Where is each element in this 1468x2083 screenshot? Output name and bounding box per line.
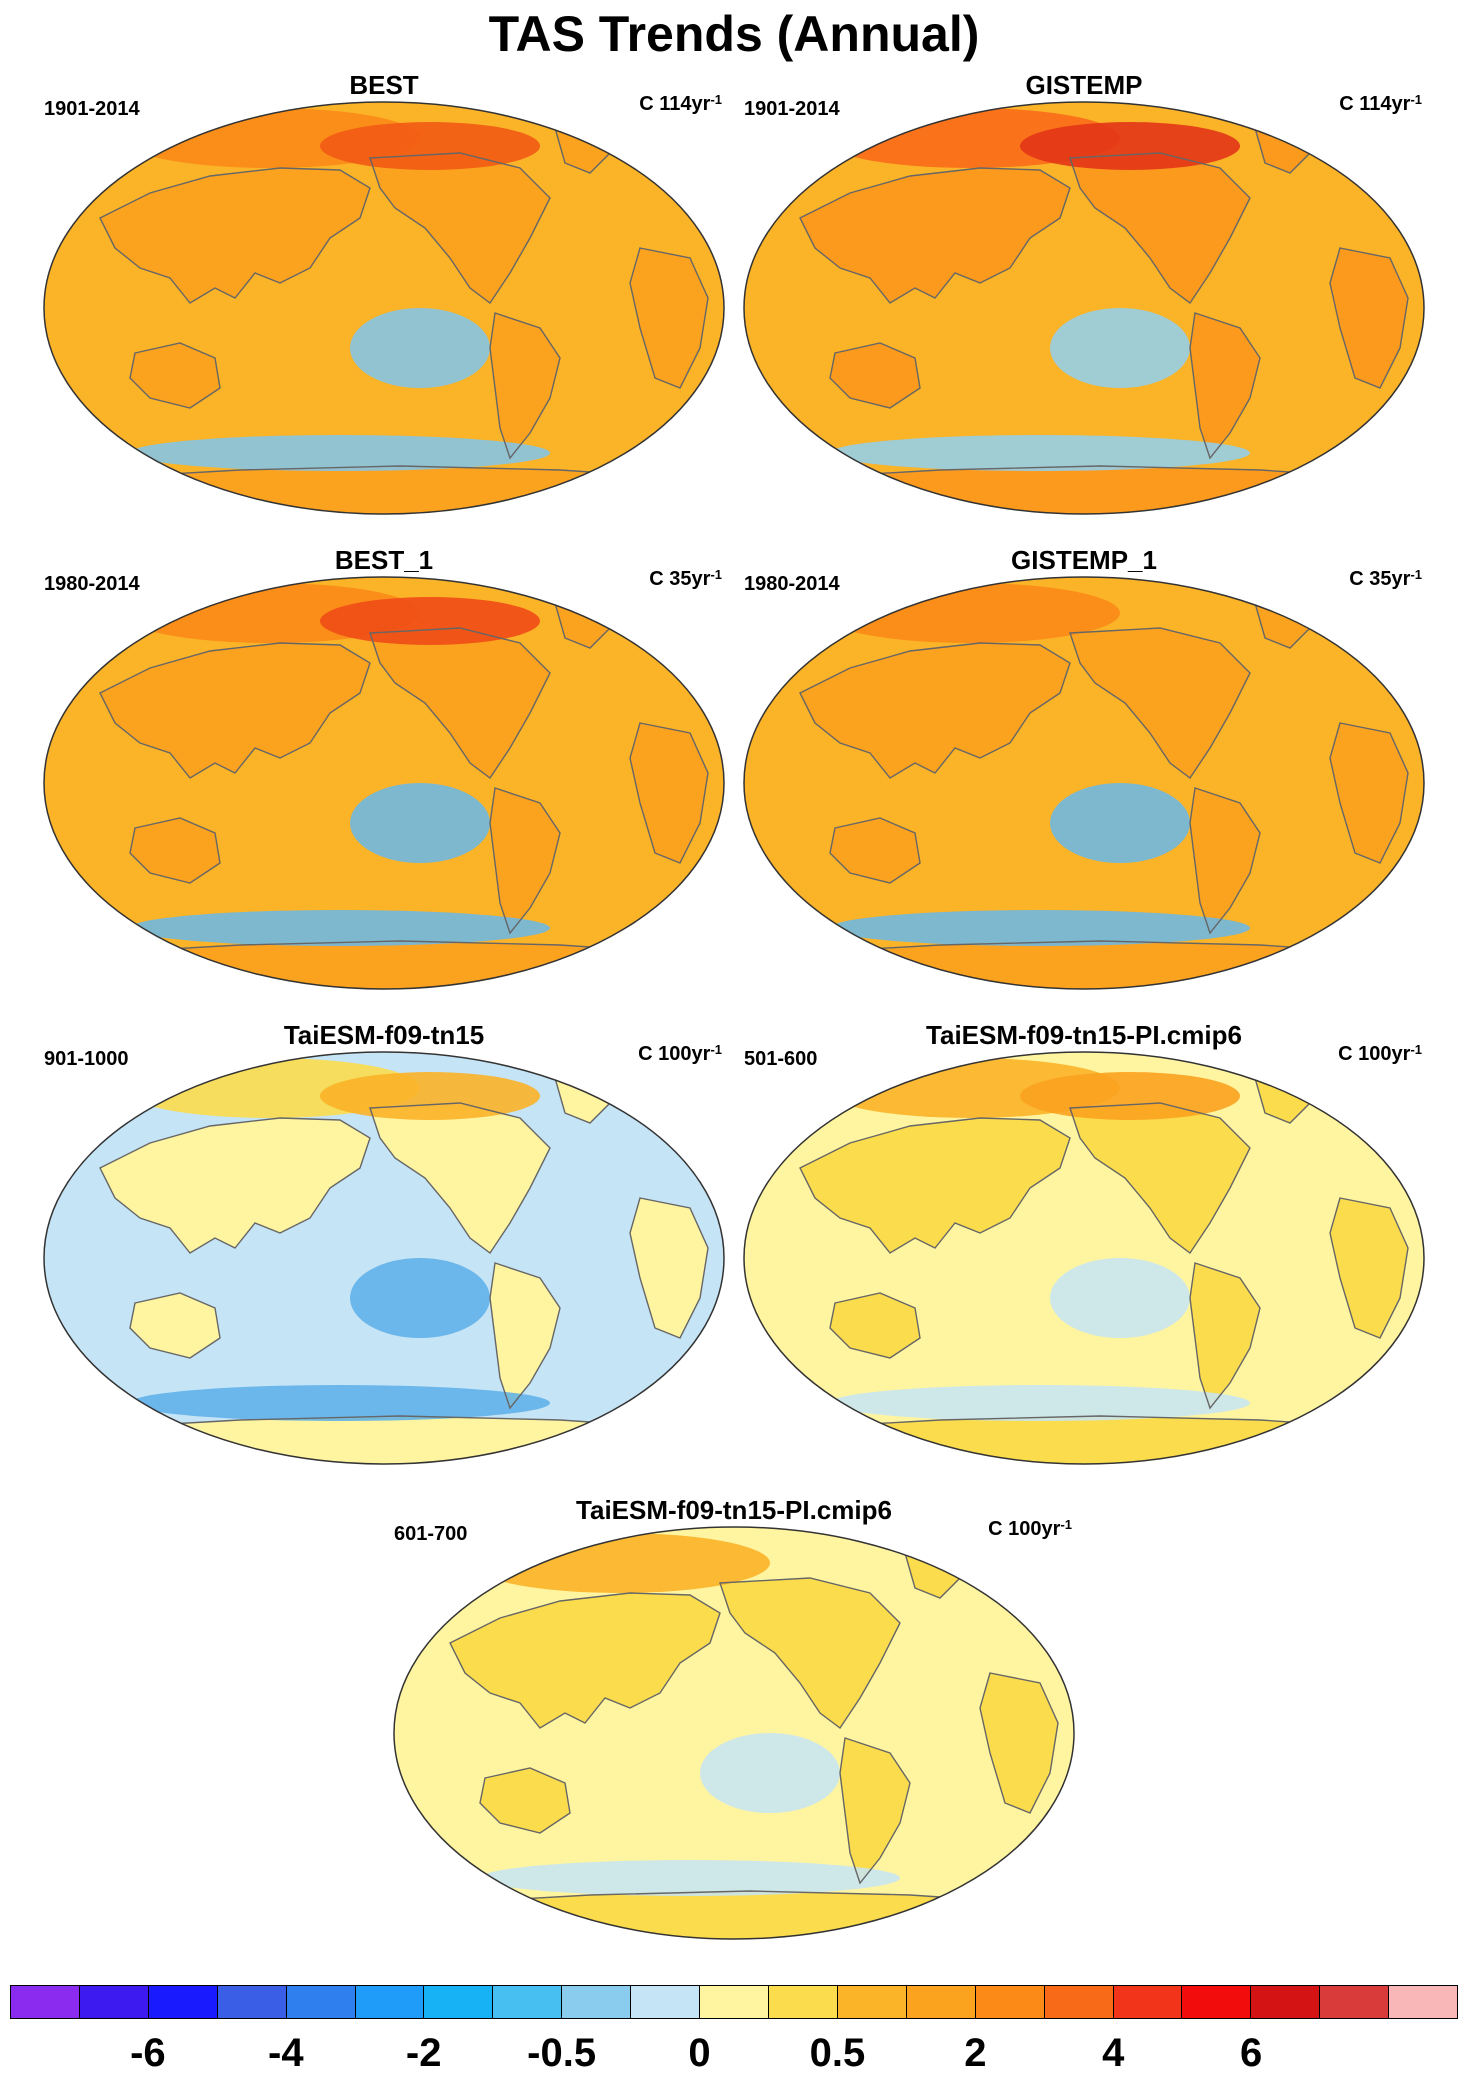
colorbar-tick-label: -2: [405, 2031, 442, 2075]
colorbar-tick-label: 0.5: [809, 2031, 866, 2075]
colorbar: [10, 1985, 1459, 2019]
panel-units: C 35yr-1: [649, 567, 722, 590]
colorbar-swatch: [492, 1985, 562, 2019]
colorbar-swatch: [1388, 1985, 1459, 2019]
panel-period: 501-600: [744, 1048, 818, 1070]
panel-units: C 114yr-1: [1339, 92, 1422, 115]
panel-units: C 100yr-1: [638, 1042, 722, 1065]
colorbar-swatch: [836, 1985, 906, 2019]
panel-period: 601-700: [394, 1523, 468, 1545]
colorbar-swatch: [1319, 1985, 1389, 2019]
colorbar-tick-label: 2: [964, 2031, 987, 2075]
panel-title: TaiESM-f09-tn15-PI.cmip6: [926, 1020, 1242, 1050]
colorbar-tick-label: 6: [1240, 2031, 1263, 2075]
panel-title: GISTEMP: [1025, 70, 1143, 100]
panel-period: 1901-2014: [44, 98, 140, 120]
colorbar-swatch: [1112, 1985, 1182, 2019]
map-canvas: [743, 576, 1425, 990]
map-panel-taiesm-pi-501: TaiESM-f09-tn15-PI.cmip6 501-600 C 100yr-1: [740, 1020, 1428, 1475]
map-panel-best-1: BEST_1 1980-2014 C 35yr-1: [40, 545, 728, 1000]
map-panel-gistemp: GISTEMP 1901-2014 C 114yr-1: [740, 70, 1428, 525]
panel-title: GISTEMP_1: [1011, 545, 1157, 575]
panel-title: BEST_1: [334, 545, 434, 575]
map-panel-taiesm: TaiESM-f09-tn15 901-1000 C 100yr-1: [40, 1020, 728, 1475]
colorbar-tick-label: -6: [130, 2031, 166, 2075]
colorbar-swatch: [147, 1985, 217, 2019]
colorbar-swatch: [78, 1985, 148, 2019]
colorbar-tick-label: 4: [1102, 2031, 1125, 2075]
map-canvas: [393, 1526, 1075, 1940]
colorbar-tick-label: -4: [268, 2031, 304, 2075]
panel-period: 1980-2014: [44, 573, 140, 595]
panel-title: TaiESM-f09-tn15: [283, 1020, 485, 1050]
colorbar-swatch: [354, 1985, 424, 2019]
colorbar-swatch: [10, 1985, 79, 2019]
colorbar-swatch: [905, 1985, 975, 2019]
colorbar-swatch: [974, 1985, 1044, 2019]
panel-units: C 100yr-1: [988, 1517, 1072, 1540]
map-canvas: [743, 1051, 1425, 1465]
map-canvas: [743, 101, 1425, 515]
colorbar-swatch: [285, 1985, 355, 2019]
map-canvas: [43, 1051, 725, 1465]
panel-title: TaiESM-f09-tn15-PI.cmip6: [576, 1495, 892, 1525]
panel-title: BEST: [349, 70, 419, 100]
colorbar-swatch: [699, 1985, 768, 2019]
map-canvas: [43, 576, 725, 990]
colorbar-swatch: [423, 1985, 493, 2019]
panel-period: 1901-2014: [744, 98, 840, 120]
colorbar-swatch: [767, 1985, 837, 2019]
panel-units: C 114yr-1: [639, 92, 722, 115]
panel-period: 901-1000: [44, 1048, 129, 1070]
colorbar-tick-label: 0: [688, 2031, 711, 2075]
map-panel-taiesm-pi-601: TaiESM-f09-tn15-PI.cmip6 601-700 C 100yr-1: [390, 1495, 1078, 1950]
panel-units: C 35yr-1: [1349, 567, 1422, 590]
colorbar-swatch: [216, 1985, 286, 2019]
colorbar-swatch: [561, 1985, 631, 2019]
colorbar-swatch: [1181, 1985, 1251, 2019]
panel-period: 1980-2014: [744, 573, 840, 595]
colorbar-swatch: [1250, 1985, 1320, 2019]
map-canvas: [43, 101, 725, 515]
panel-units: C 100yr-1: [1338, 1042, 1422, 1065]
colorbar-swatch: [1043, 1985, 1113, 2019]
map-panel-best: BEST 1901-2014 C 114yr-1: [40, 70, 728, 525]
colorbar-tick-label: -0.5: [527, 2031, 597, 2075]
main-title: TAS Trends (Annual): [488, 6, 980, 62]
map-panel-gistemp-1: GISTEMP_1 1980-2014 C 35yr-1: [740, 545, 1428, 1000]
colorbar-swatch: [630, 1985, 700, 2019]
